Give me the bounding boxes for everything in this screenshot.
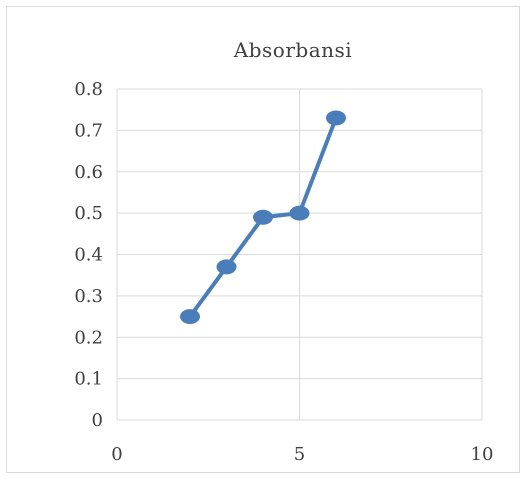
x-tick-label: 0 xyxy=(111,444,122,465)
y-tick-label: 0.1 xyxy=(74,369,103,390)
grid-lines xyxy=(116,88,483,421)
y-tick-label: 0.6 xyxy=(74,162,103,183)
data-point xyxy=(216,259,237,275)
data-point xyxy=(326,110,346,126)
y-tick-label: 0.5 xyxy=(74,203,103,224)
y-tick-label: 0.8 xyxy=(74,79,103,100)
data-point xyxy=(289,205,310,221)
series-layer xyxy=(180,110,346,325)
y-tick-label: 0.4 xyxy=(74,245,103,266)
y-tick-label: 0 xyxy=(92,410,103,431)
y-tick-label: 0.7 xyxy=(74,120,103,141)
x-tick-label: 10 xyxy=(471,444,494,465)
data-point xyxy=(253,209,273,225)
y-tick-label: 0.2 xyxy=(74,327,103,348)
tick-labels: 0 0.1 0.2 0.3 0.4 0.5 0.6 0.7 0.8 0 5 10 xyxy=(74,79,493,465)
chart-title: Absorbansi xyxy=(233,38,352,62)
data-point xyxy=(180,309,200,325)
x-tick-label: 5 xyxy=(294,444,305,465)
line-chart: Absorbansi 0 0.1 0.2 0.3 0.4 0.5 0.6 0.7 0.8 0 5 10 xyxy=(74,38,493,465)
chart-frame: Absorbansi 0 0.1 0.2 0.3 0.4 0.5 0.6 0.7 0.8 0 5 10 xyxy=(6,6,520,473)
y-tick-label: 0.3 xyxy=(74,286,103,307)
